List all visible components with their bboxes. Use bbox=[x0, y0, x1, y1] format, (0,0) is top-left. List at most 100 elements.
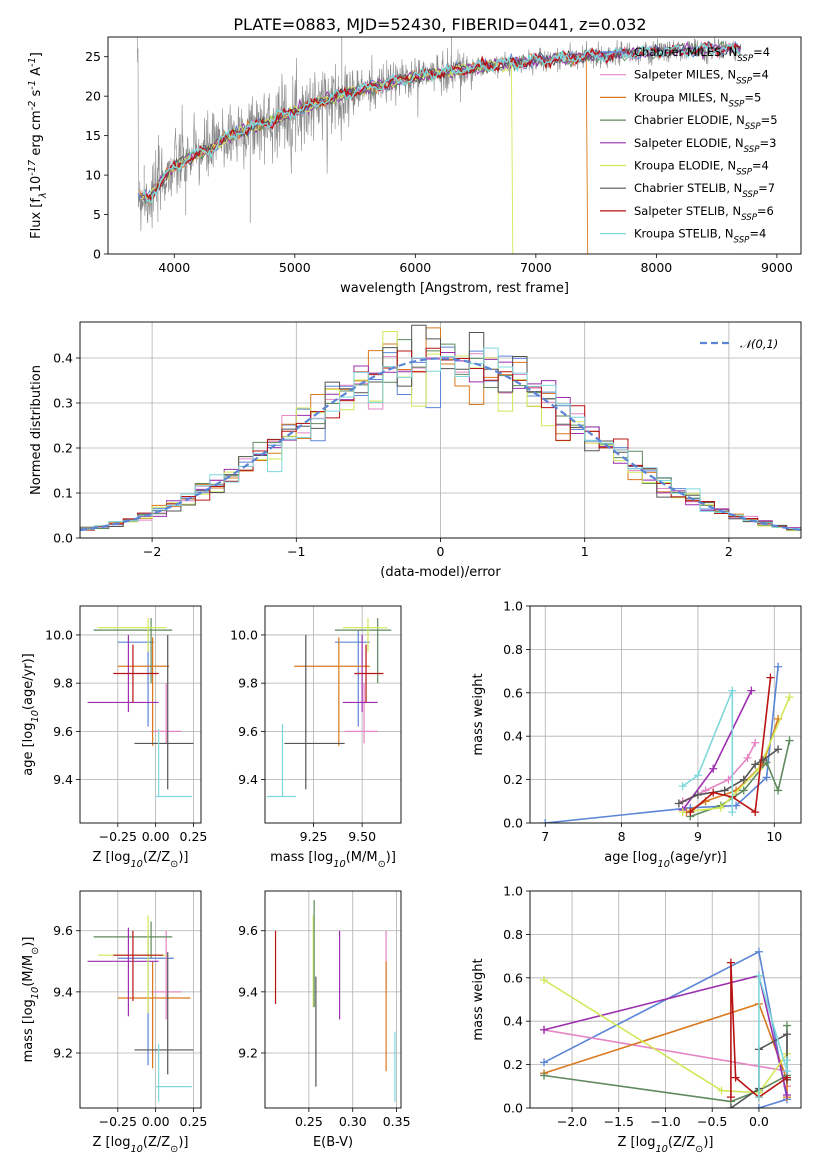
x-axis-label: age [log10(age/yr)] bbox=[604, 850, 727, 870]
y-tick-label: 9.8 bbox=[238, 676, 258, 691]
errorbar-salpeter-stelib bbox=[113, 930, 164, 1002]
y-tick-label: 0.0 bbox=[503, 816, 523, 831]
errorbar-salpeter-elodie bbox=[87, 927, 159, 1017]
x-tick-label: −1 bbox=[287, 544, 305, 559]
y-axis-label: mass weight bbox=[471, 958, 486, 1040]
errorbar-kroupa-elodie bbox=[98, 618, 167, 652]
y-axis-label: mass weight bbox=[471, 673, 486, 755]
x-tick-label: 0.25 bbox=[180, 829, 208, 844]
y-tick-label: 25 bbox=[85, 49, 101, 64]
x-tick-label: 8000 bbox=[640, 260, 672, 275]
point-marker bbox=[720, 786, 729, 795]
legend-entry: 𝒩(0,1) bbox=[740, 337, 778, 351]
errorbar-chabrier-miles bbox=[117, 630, 155, 727]
errorbar-kroupa-elodie bbox=[342, 618, 388, 652]
y-tick-label: 0.2 bbox=[503, 772, 523, 787]
errorbar-chabrier-elodie bbox=[93, 618, 173, 684]
y-tick-label: 0.2 bbox=[53, 441, 73, 456]
y-axis-label: Flux [fλ10-17 erg cm-2 s-1 A-1] bbox=[27, 52, 49, 239]
point-marker bbox=[774, 786, 783, 795]
point-marker bbox=[785, 736, 794, 745]
y-tick-label: 9.4 bbox=[53, 984, 73, 999]
plot-area bbox=[274, 900, 396, 1102]
x-tick-label: 0.35 bbox=[383, 1114, 411, 1129]
point-marker bbox=[774, 745, 783, 754]
point-marker bbox=[693, 790, 702, 799]
y-tick-label: 0.6 bbox=[503, 685, 523, 700]
plot-area bbox=[80, 324, 801, 538]
point-marker bbox=[709, 788, 718, 797]
point-marker bbox=[540, 975, 549, 984]
y-axis-label: mass [log10(M/M⊙)] bbox=[21, 937, 41, 1063]
series-salpeter-elodie bbox=[678, 686, 756, 814]
y-tick-label: 0.3 bbox=[53, 396, 73, 411]
y-tick-label: 0.0 bbox=[53, 531, 73, 546]
y-tick-label: 0 bbox=[93, 247, 101, 262]
y-tick-label: 9.4 bbox=[53, 772, 73, 787]
errorbar-kroupa-stelib bbox=[155, 728, 192, 798]
x-axis-label: Z [log10(Z/Z⊙)] bbox=[93, 1135, 189, 1155]
point-marker bbox=[785, 693, 794, 702]
y-tick-label: 0.2 bbox=[503, 1057, 523, 1072]
x-tick-label: −2.0 bbox=[557, 1114, 587, 1129]
point-marker bbox=[782, 1021, 791, 1030]
legend-entry: Chabrier STELIB, NSSP=7 bbox=[634, 181, 775, 200]
plot-area bbox=[540, 947, 791, 1108]
point-marker bbox=[728, 808, 737, 817]
y-tick-label: 0.1 bbox=[53, 486, 73, 501]
y-tick-label: 9.4 bbox=[238, 772, 258, 787]
y-axis-label: Normed distribution bbox=[29, 365, 44, 495]
point-marker bbox=[726, 958, 735, 967]
panel-mass-vs-Z: −0.25 0.00 0.25 9.2 9.4 9.6 Z [log10(Z/Z⊙)] mas… bbox=[21, 890, 208, 1155]
legend: Chabrier MILES, NSSP=4 Salpeter MILES, NS… bbox=[600, 45, 778, 246]
x-tick-label: 0.25 bbox=[180, 1114, 208, 1129]
y-tick-label: 0.8 bbox=[503, 642, 523, 657]
histogram-kroupa-stelib bbox=[80, 347, 801, 538]
x-tick-label: 9.25 bbox=[300, 829, 328, 844]
legend-entry: Kroupa ELODIE, NSSP=4 bbox=[634, 159, 769, 178]
errorbar-kroupa-miles bbox=[294, 637, 370, 746]
point-marker bbox=[782, 1090, 791, 1099]
point-marker bbox=[716, 803, 725, 812]
y-tick-label: 10 bbox=[85, 168, 101, 183]
point-marker bbox=[726, 1093, 735, 1102]
y-axis-label: age [log10(age/yr)] bbox=[21, 653, 41, 776]
point-marker bbox=[541, 819, 550, 823]
x-tick-label: −1.0 bbox=[650, 1114, 680, 1129]
point-marker bbox=[732, 801, 741, 810]
x-tick-label: 1 bbox=[581, 544, 589, 559]
errorbar-chabrier-miles bbox=[334, 630, 370, 727]
x-tick-label: 0.00 bbox=[142, 1114, 170, 1129]
point-marker bbox=[726, 1104, 735, 1108]
y-tick-label: 9.6 bbox=[238, 724, 258, 739]
series-kroupa-stelib bbox=[754, 971, 791, 1102]
series-line bbox=[682, 696, 791, 813]
x-tick-label: −1.5 bbox=[604, 1114, 634, 1129]
point-marker bbox=[728, 686, 737, 695]
point-marker bbox=[693, 771, 702, 780]
point-marker bbox=[739, 786, 748, 795]
point-marker bbox=[782, 1030, 791, 1039]
panel-mass-vs-ebv: 0.25 0.30 0.35 9.2 9.4 9.6 E(B-V) bbox=[238, 890, 411, 1150]
y-tick-label: 15 bbox=[85, 128, 101, 143]
normal-curve bbox=[80, 357, 801, 532]
errorbar-chabrier-stelib bbox=[134, 634, 194, 790]
legend-entry: Salpeter ELODIE, NSSP=3 bbox=[634, 136, 776, 155]
y-tick-label: 9.6 bbox=[53, 923, 73, 938]
series-line bbox=[758, 975, 788, 1098]
y-tick-label: 0.4 bbox=[503, 729, 523, 744]
errorbar-salpeter-stelib bbox=[113, 644, 159, 703]
errorbar-kroupa-stelib bbox=[155, 1043, 192, 1102]
errorbar-chabrier-elodie bbox=[334, 618, 392, 684]
legend-entry: Chabrier MILES, NSSP=4 bbox=[634, 45, 770, 64]
panel-spectrum: 4000 5000 6000 7000 8000 9000 0 5 10 15 20 25 wavele… bbox=[27, 36, 802, 296]
point-marker bbox=[754, 971, 763, 980]
y-tick-label: 0.8 bbox=[503, 927, 523, 942]
series-line bbox=[543, 979, 788, 1094]
axes-frame bbox=[79, 890, 202, 1109]
panel-age-vs-Z: −0.25 0.00 0.25 9.4 9.6 9.8 10.0 Z [log10(Z/Z⊙)… bbox=[21, 605, 208, 870]
errorbar-chabrier-stelib bbox=[284, 634, 345, 790]
point-marker bbox=[774, 662, 783, 671]
plot-area bbox=[266, 618, 392, 798]
